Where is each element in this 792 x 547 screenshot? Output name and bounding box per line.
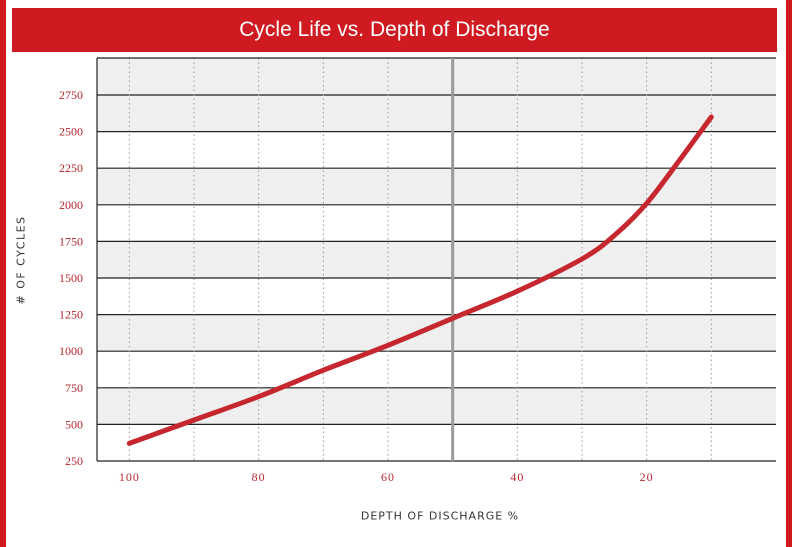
chart-title: Cycle Life vs. Depth of Discharge (12, 8, 777, 52)
y-tick-label: 2500 (59, 125, 83, 139)
x-tick-label: 60 (381, 470, 395, 484)
y-tick-label: 250 (65, 454, 83, 468)
y-tick-label: 2750 (59, 88, 83, 102)
y-tick-labels: 250 500 750 1000 1250 1500 1750 2000 2250 2500 275… (59, 88, 83, 468)
y-tick-label: 2250 (59, 161, 83, 175)
y-tick-label: 1500 (59, 271, 83, 285)
plot-bands (97, 58, 776, 425)
plot-frame (96, 57, 776, 461)
x-tick-label: 20 (640, 470, 654, 484)
y-tick-label: 750 (65, 381, 83, 395)
y-tick-label: 1000 (59, 344, 83, 358)
plot-band (97, 241, 776, 278)
y-tick-label: 1250 (59, 308, 83, 322)
y-tick-label: 500 (65, 417, 83, 431)
x-tick-labels: 100 80 60 40 20 (119, 470, 654, 484)
horizontal-gridlines (97, 94, 776, 462)
plot-band (97, 95, 776, 132)
y-tick-label: 2000 (59, 198, 83, 212)
plot-band (97, 387, 776, 425)
series-lines (126, 114, 714, 446)
plot-band (97, 58, 776, 95)
y-tick-label: 1750 (59, 234, 83, 248)
series-line (126, 114, 714, 446)
x-tick-label: 100 (119, 470, 140, 484)
plot-band (97, 168, 776, 205)
x-tick-label: 80 (252, 470, 266, 484)
plot-band (97, 314, 776, 352)
x-tick-label: 40 (510, 470, 524, 484)
x-axis-label: DEPTH OF DISCHARGE % (360, 509, 520, 523)
